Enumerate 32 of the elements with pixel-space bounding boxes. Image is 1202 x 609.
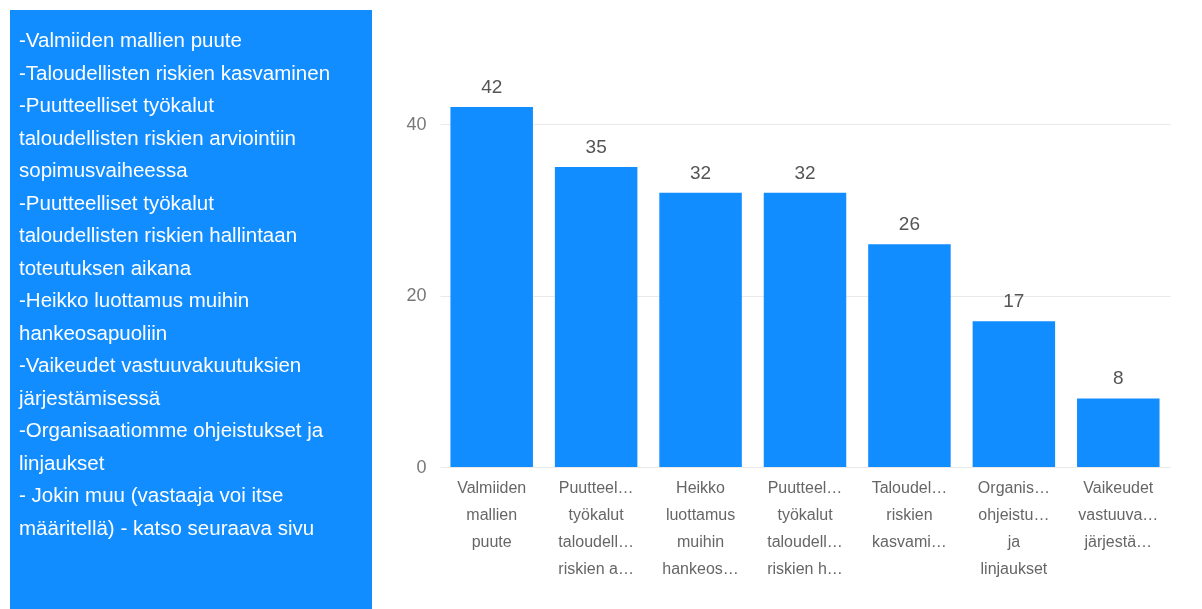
text: -Puutteelliset työkalut taloudellisten riskien hallintaan toteutuksen aikana: [19, 189, 299, 281]
y-tick-label: 20: [406, 285, 427, 306]
x-tick-label: Heikko luottamus muihin hankeos…: [662, 478, 739, 577]
text: -Heikko luottamus muihin hankeosapuoliin: [19, 287, 251, 346]
text: -Puutteelliset työkalut taloudellisten riskien arviointiin sopimusvaiheessa: [19, 92, 297, 183]
text: -Vaikeudet vastuuvakuutuksien järjestämisessä: [19, 352, 303, 411]
x-tick-label: Vaikeudet vastuuva… järjestä…: [1078, 478, 1159, 550]
data-label: 35: [585, 136, 607, 157]
x-tick-label: Puutteel… työkalut taloudell… riskien h…: [767, 478, 843, 577]
bar: [1077, 398, 1160, 467]
text: -Taloudellisten riskien kasvaminen: [19, 59, 332, 86]
x-tick-label: Organis… ohjeistu… ja linjaukset: [977, 478, 1050, 577]
bar: [659, 192, 742, 467]
text: - Jokin muu (vastaaja voi itse määritellä) - katso seuraava sivu: [19, 482, 316, 541]
bar: [763, 192, 847, 467]
bar: [450, 107, 533, 467]
data-label: 32: [689, 161, 712, 183]
y-tick-label: 40: [406, 113, 427, 134]
x-tick-label: Taloudel… riskien kasvami…: [871, 478, 948, 550]
data-label: 17: [1003, 290, 1025, 312]
data-label: 8: [1113, 367, 1124, 389]
data-label: 26: [898, 213, 921, 235]
data-label: 42: [481, 76, 503, 97]
bar: [972, 321, 1056, 467]
text: -Valmiiden mallien puute: [19, 27, 243, 53]
bar: [868, 244, 951, 467]
bar: [554, 167, 638, 467]
x-tick-label: Puutteel… työkalut taloudell… riskien a…: [558, 478, 634, 577]
x-tick-label: Valmiiden mallien puute: [457, 478, 527, 550]
data-label: 32: [794, 161, 816, 183]
text: -Organisaatiomme ohjeistukset ja linjaukset: [19, 417, 325, 476]
y-tick-label: 0: [416, 456, 427, 477]
